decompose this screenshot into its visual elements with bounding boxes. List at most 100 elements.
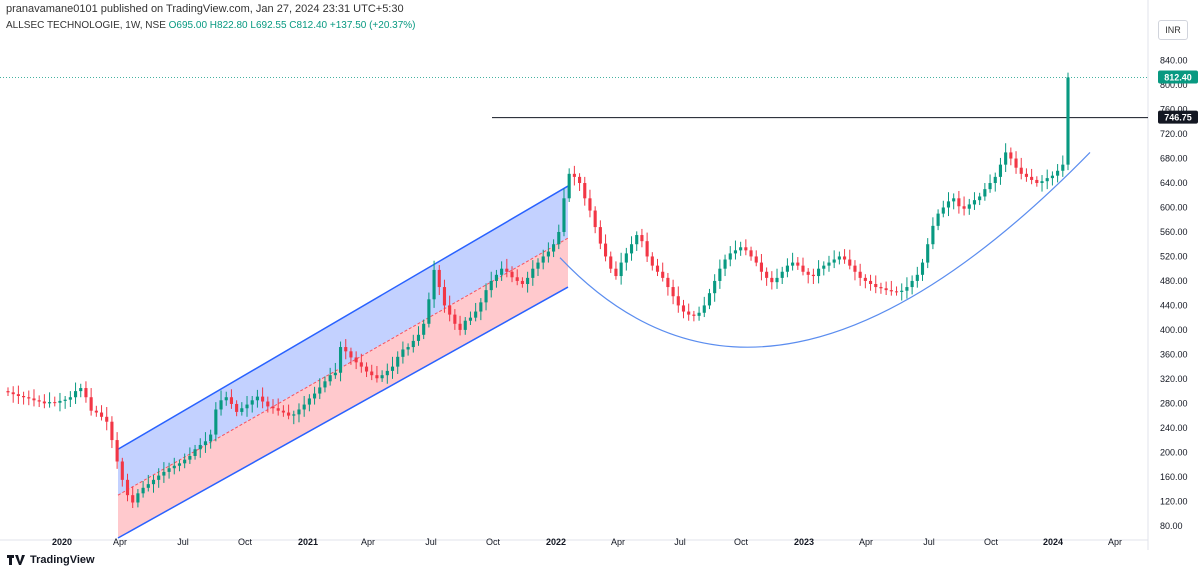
candle-body <box>307 398 311 405</box>
candle-body <box>697 312 701 316</box>
y-tick-label: 600.00 <box>1160 202 1188 212</box>
candle-body <box>73 391 78 398</box>
candle-body <box>526 277 530 284</box>
candle-body <box>578 176 582 184</box>
candle-body <box>681 305 686 312</box>
candle-body <box>780 271 784 278</box>
y-tick-label: 280.00 <box>1160 398 1188 408</box>
candle-body <box>531 268 535 278</box>
candle-body <box>583 183 587 199</box>
price-chart[interactable]: 80.00 120.00 160.00 200.00 240.00 280.00 320.0… <box>0 0 1200 550</box>
candle-body <box>494 274 498 281</box>
candle-body <box>500 268 504 275</box>
last-price-label: 812.40 <box>1164 72 1192 82</box>
candle-body <box>1061 164 1065 171</box>
candle-body <box>448 305 452 315</box>
candle-body <box>344 347 348 352</box>
candle-body <box>188 455 192 460</box>
candle-body <box>22 396 26 398</box>
candle-body <box>635 235 639 245</box>
candle-body <box>785 265 789 272</box>
candle-body <box>770 277 774 283</box>
y-tick-label: 200.00 <box>1160 447 1188 457</box>
candle-body <box>442 287 447 306</box>
candle-body <box>593 210 597 228</box>
candle-body <box>489 280 493 291</box>
candle-body <box>900 290 904 292</box>
candle-body <box>177 463 182 466</box>
candle-body <box>214 409 218 435</box>
candle-body <box>998 164 1003 177</box>
candle-body <box>141 487 145 494</box>
candle-body <box>603 243 608 257</box>
candle-body <box>718 268 722 281</box>
candle-body <box>370 371 374 376</box>
channel-middle-line <box>117 237 569 496</box>
tradingview-logo-icon <box>7 555 25 565</box>
candle-body <box>271 406 275 409</box>
candle-body <box>281 410 285 413</box>
candle-body <box>692 314 696 316</box>
candle-body <box>707 293 712 306</box>
candle-body <box>655 265 660 272</box>
candle-body <box>510 271 514 278</box>
hline-price-label: 746.75 <box>1164 113 1192 123</box>
candle-body <box>671 287 675 297</box>
candle-body <box>396 356 400 367</box>
candle-body <box>287 412 291 416</box>
candle-body <box>58 400 62 403</box>
ohlc-values: O695.00 H822.80 L692.55 C812.40 +137.50 … <box>168 20 416 31</box>
candle-body <box>624 253 628 263</box>
currency-button[interactable]: INR <box>1158 20 1188 40</box>
candle-body <box>157 475 161 480</box>
candle-body <box>848 259 852 266</box>
candle-body <box>338 347 343 373</box>
candle-body <box>536 262 540 269</box>
candle-body <box>297 409 301 415</box>
candle-body <box>884 288 888 291</box>
candle-body <box>84 388 88 398</box>
y-tick-label: 720.00 <box>1160 129 1188 139</box>
candle-body <box>562 198 566 232</box>
x-tick-label: Apr <box>611 537 625 547</box>
candle-body <box>120 461 124 480</box>
channel-lower-line <box>117 286 569 539</box>
candle-body <box>427 299 431 324</box>
candle-body <box>863 277 867 281</box>
candle-body <box>1040 181 1044 184</box>
candle-body <box>209 434 213 442</box>
candle-body <box>245 404 249 409</box>
candle-body <box>957 198 961 207</box>
candle-body <box>910 280 914 288</box>
y-tick-label: 760.00 <box>1160 105 1188 115</box>
candle-body <box>967 204 971 209</box>
symbol-name[interactable]: ALLSEC TECHNOLOGIE, 1W, NSE <box>6 20 166 31</box>
x-tick-label: 2023 <box>794 537 814 547</box>
candle-body <box>702 305 706 313</box>
candle-body <box>894 291 899 293</box>
candle-body <box>614 268 618 277</box>
candle-body <box>63 399 67 401</box>
candle-body <box>6 391 10 393</box>
candle-body <box>666 277 670 288</box>
x-tick-label: Apr <box>113 537 127 547</box>
candle-body <box>619 262 623 277</box>
candle-body <box>416 334 421 341</box>
candle-body <box>687 311 691 315</box>
candle-body <box>520 280 524 284</box>
candle-body <box>645 241 649 257</box>
candle-body <box>401 349 405 357</box>
candle-body <box>661 271 665 278</box>
y-tick-label: 560.00 <box>1160 227 1188 237</box>
candle-body <box>105 416 109 422</box>
candle-body <box>437 269 441 288</box>
candle-body <box>219 400 223 410</box>
candle-body <box>1024 173 1028 177</box>
x-tick-label: 2020 <box>52 537 72 547</box>
candle-body <box>972 200 977 205</box>
candle-body <box>978 196 982 201</box>
candle-body <box>572 173 576 177</box>
candle-body <box>796 262 800 266</box>
candle-body <box>1035 179 1039 184</box>
candle-body <box>515 277 519 281</box>
